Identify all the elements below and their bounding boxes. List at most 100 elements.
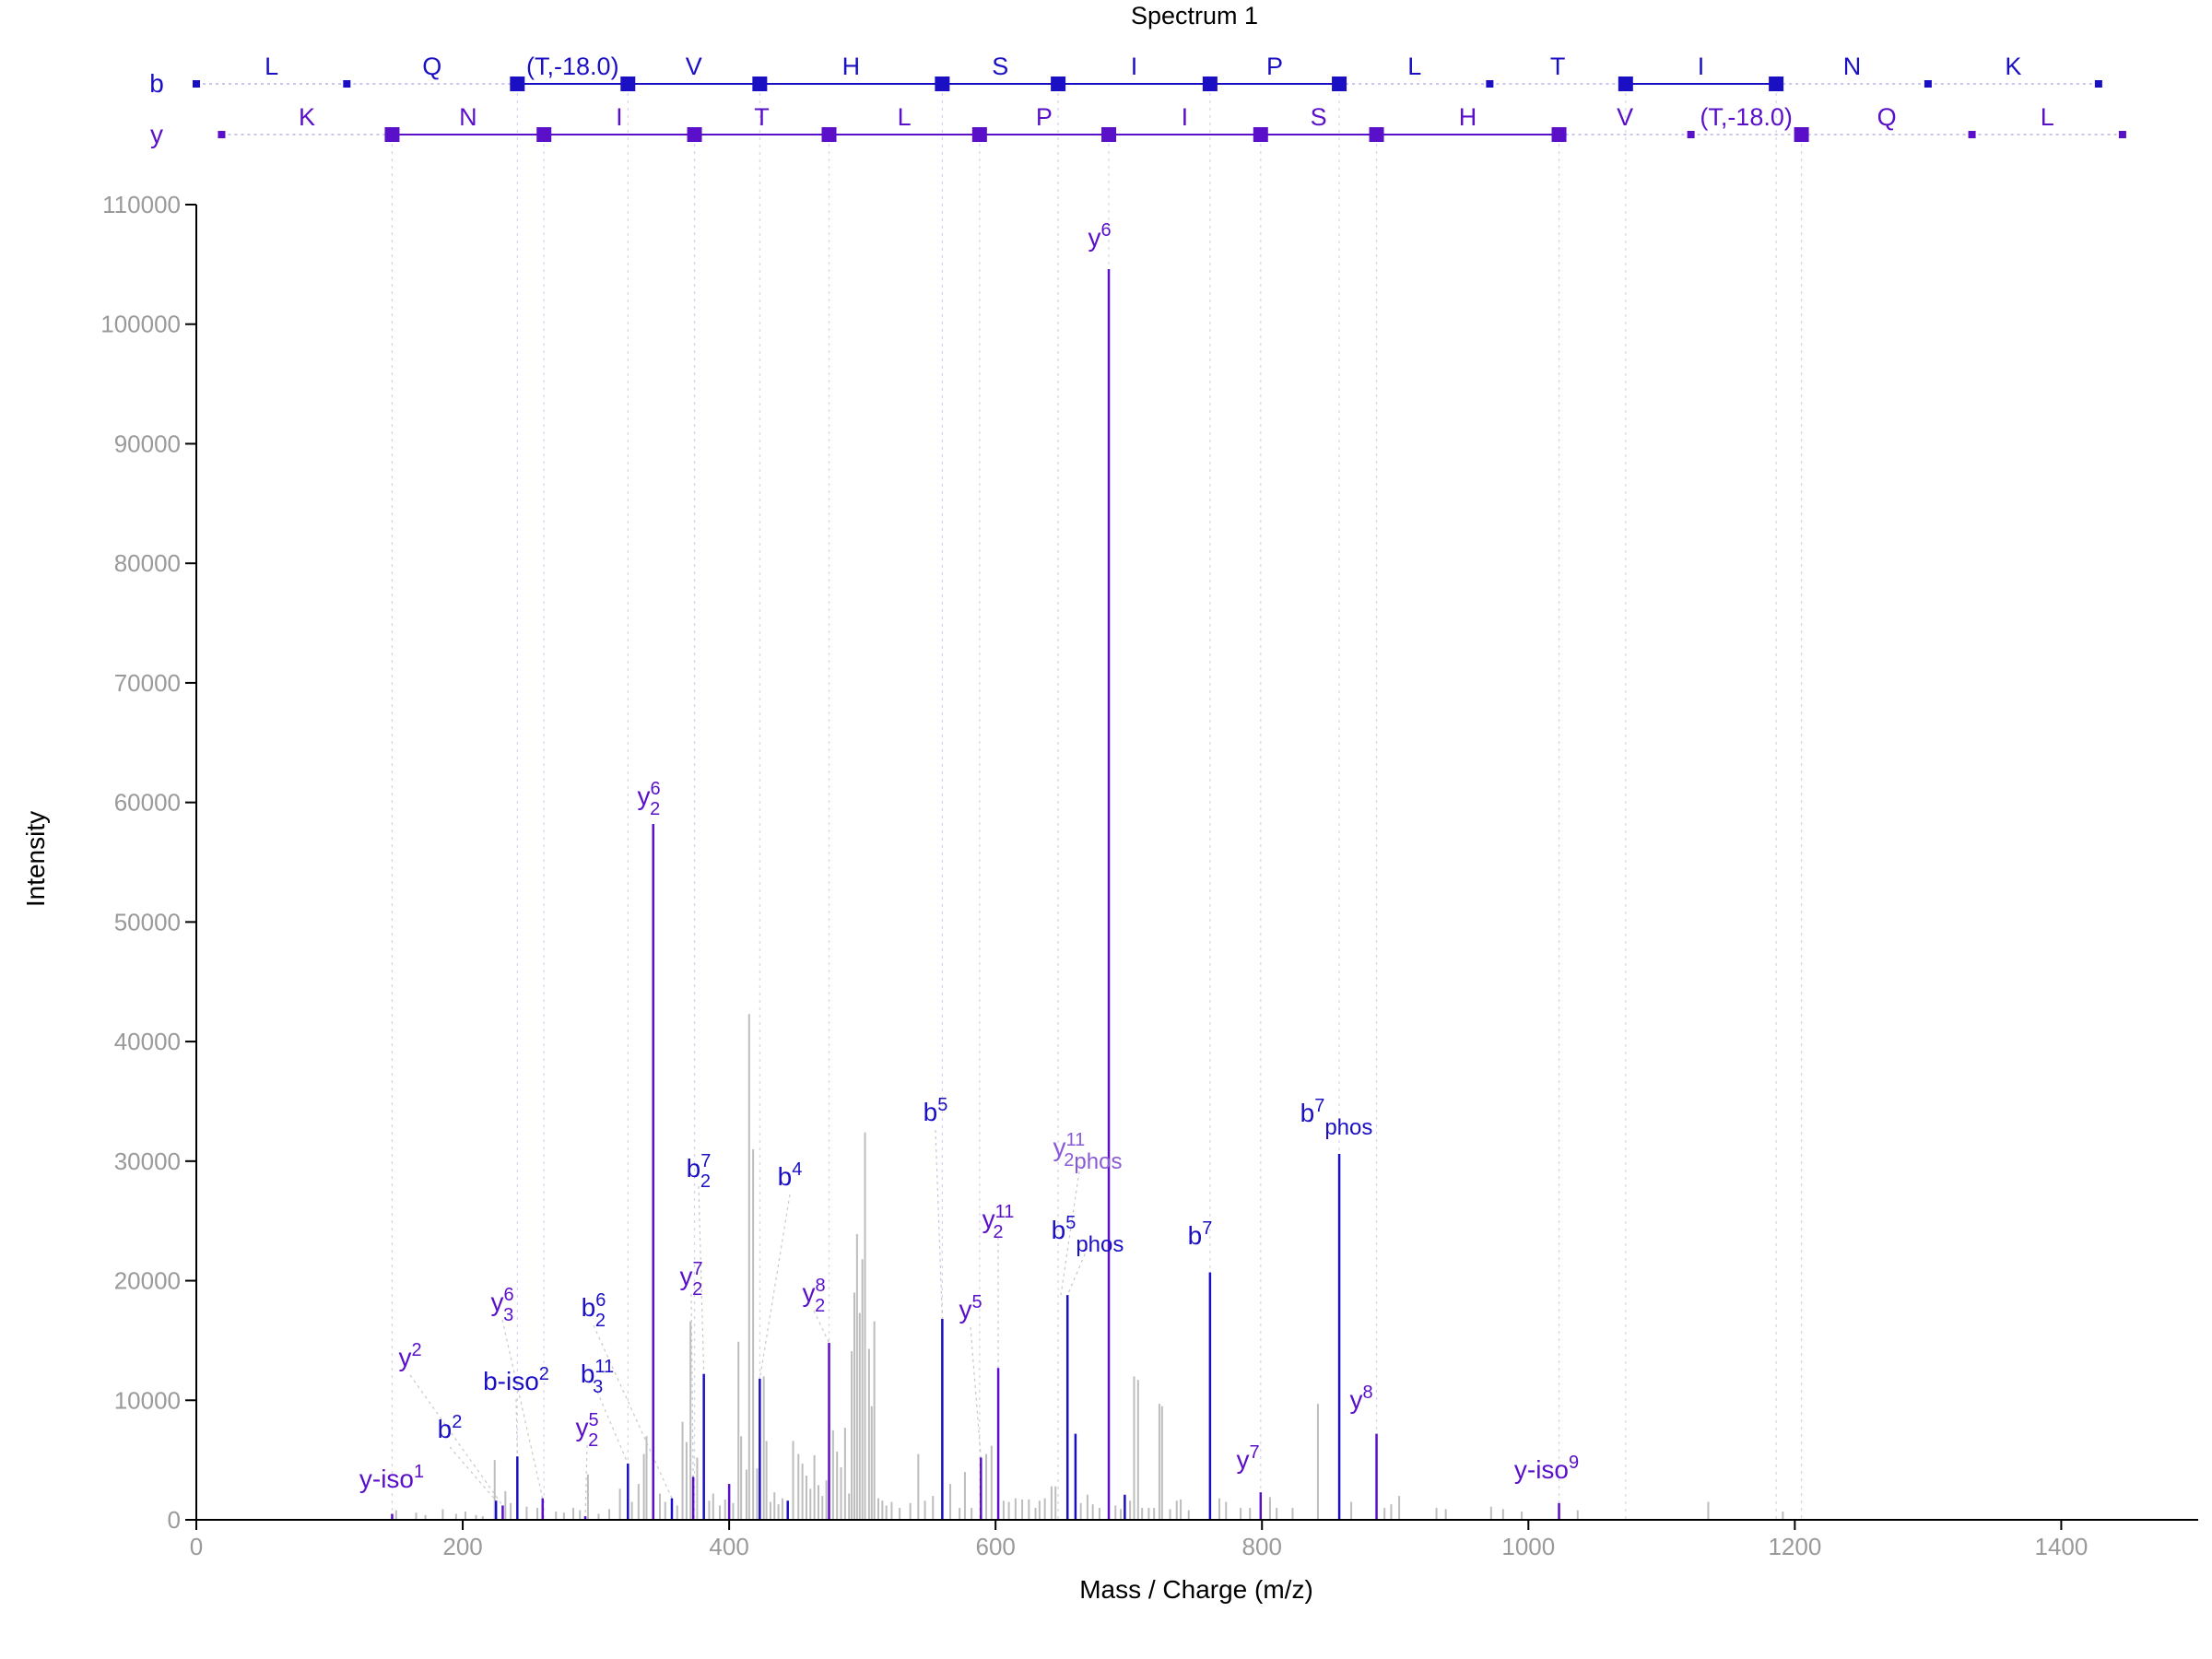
y-ladder-node <box>536 127 552 142</box>
annotated-peaks <box>391 269 1560 1520</box>
label-connector <box>596 1391 629 1465</box>
y-tick-label: 10000 <box>114 1386 181 1414</box>
y-ladder-label: y <box>150 120 163 148</box>
b-ladder-node <box>193 80 200 88</box>
peak-label-y6: y6 <box>1088 220 1111 252</box>
svg-text:y82: y8 2 <box>802 1276 825 1316</box>
peak-label-y7: y7 <box>1236 1442 1259 1474</box>
x-tick-label: 800 <box>1242 1533 1282 1560</box>
y-ladder-residue: S <box>1311 103 1327 131</box>
x-tick-label: 200 <box>442 1533 482 1560</box>
y-ladder-residue: (T,-18.0) <box>1700 103 1793 131</box>
svg-text:y-iso9: y-iso9 <box>1514 1453 1579 1484</box>
y-ladder-residue: K <box>299 103 315 131</box>
b-ladder-node <box>1769 76 1784 91</box>
b-ladder-residue: V <box>686 53 702 80</box>
x-tick-label: 400 <box>709 1533 748 1560</box>
y-ladder-node <box>1253 127 1268 142</box>
y-ladder-residue: P <box>1036 103 1053 131</box>
svg-text:y72: y7 2 <box>679 1259 702 1300</box>
peak-label-y7-2: y7 2 <box>679 1259 702 1300</box>
svg-text:y5: y5 <box>959 1292 982 1324</box>
y-tick-label: 90000 <box>114 429 181 457</box>
svg-text:b7phos: b7phos <box>1300 1096 1373 1140</box>
x-axis-ticks: 0 200 400 600 800 1000 1200 1400 <box>190 1520 2088 1560</box>
peak-label-yiso9: y-iso9 <box>1514 1453 1579 1484</box>
y-ladder-residue: T <box>754 103 770 131</box>
peak-label-y6-3: y6 3 <box>490 1285 513 1325</box>
peak-label-y8-2: y8 2 <box>802 1276 825 1316</box>
b-ladder-node <box>752 76 768 91</box>
svg-text:b72: b7 2 <box>687 1151 712 1192</box>
b-ladder-node <box>1486 80 1494 88</box>
y-ladder-residue: L <box>2041 103 2054 131</box>
b-ladder-residue: T <box>1550 53 1566 80</box>
label-connector <box>759 1194 791 1380</box>
b-ladder-node <box>1618 76 1633 91</box>
y-axis-label: Intensity <box>21 811 50 907</box>
b-ladder-label: b <box>149 69 164 98</box>
b-ladder-node <box>1202 76 1218 91</box>
b-ladder-node <box>620 76 636 91</box>
b-ladder-node <box>1051 76 1066 91</box>
x-tick-label: 600 <box>975 1533 1015 1560</box>
svg-text:y7: y7 <box>1236 1442 1259 1474</box>
label-connector <box>970 1326 982 1458</box>
chart-title: Spectrum 1 <box>1131 2 1258 29</box>
y-ladder-node <box>1794 127 1809 142</box>
y-ladder-residue: Q <box>1877 103 1897 131</box>
axes <box>195 205 2198 1521</box>
svg-text:y8: y8 <box>1349 1382 1372 1414</box>
x-tick-label: 1200 <box>1768 1533 1821 1560</box>
svg-text:y62: y6 2 <box>637 779 660 819</box>
y-ladder-residue: V <box>1617 103 1633 131</box>
peak-label-biso2: b-iso2 <box>483 1364 549 1395</box>
label-connector <box>690 1293 694 1477</box>
b-ladder-node <box>935 76 950 91</box>
peak-label-y2: y2 <box>398 1340 421 1371</box>
b-ladder-residue: I <box>1131 53 1138 80</box>
peak-label-y6-2: y6 2 <box>637 779 660 819</box>
b-ladder-node <box>343 80 351 88</box>
y-ladder-node <box>1369 127 1384 142</box>
peak-label-y11-2: y11 2 <box>982 1202 1015 1242</box>
svg-text:b5phos: b5phos <box>1052 1213 1124 1257</box>
y-tick-label: 0 <box>168 1506 181 1534</box>
svg-text:b7: b7 <box>1188 1218 1213 1250</box>
svg-text:b4: b4 <box>778 1159 803 1191</box>
y-axis-ticks: 0 10000 20000 30000 40000 50000 60000 70000 8000… <box>100 191 196 1534</box>
y-ladder-residue: H <box>1459 103 1477 131</box>
label-connector <box>449 1446 497 1501</box>
b-ladder-residue: K <box>2005 53 2021 80</box>
peak-label-b7-2: b7 2 <box>687 1151 712 1192</box>
y-ladder-node <box>1968 131 1976 138</box>
x-tick-label: 1000 <box>1501 1533 1555 1560</box>
label-connector <box>935 1129 943 1320</box>
b-ladder-residue: P <box>1266 53 1283 80</box>
y-ladder-residue: I <box>1182 103 1189 131</box>
y-tick-label: 40000 <box>114 1028 181 1055</box>
y-ladder-residue: N <box>459 103 477 131</box>
svg-text:y2: y2 <box>398 1340 421 1371</box>
peak-label-b4: b4 <box>778 1159 803 1191</box>
svg-text:b-iso2: b-iso2 <box>483 1364 549 1395</box>
y-tick-label: 70000 <box>114 669 181 697</box>
y-ladder-node <box>1687 131 1695 138</box>
b-ladder-residue: S <box>992 53 1008 80</box>
x-axis-label: Mass / Charge (m/z) <box>1079 1575 1313 1604</box>
y-ladder-node <box>971 127 987 142</box>
svg-text:b62: b6 2 <box>582 1290 606 1331</box>
y-tick-label: 60000 <box>114 789 181 817</box>
peak-label-b5-phos: b5phos <box>1052 1213 1124 1257</box>
label-connector <box>584 1444 588 1517</box>
b-ladder-node <box>1332 76 1347 91</box>
unannotated-peaks <box>394 1014 1784 1520</box>
y-ladder-node <box>1551 127 1567 142</box>
peak-label-y11-2-phos: y11 2phos <box>1053 1130 1123 1174</box>
peak-label-b6-2: b6 2 <box>582 1290 606 1331</box>
b-ladder-residue: N <box>1843 53 1862 80</box>
y-ladder-residue: L <box>898 103 912 131</box>
